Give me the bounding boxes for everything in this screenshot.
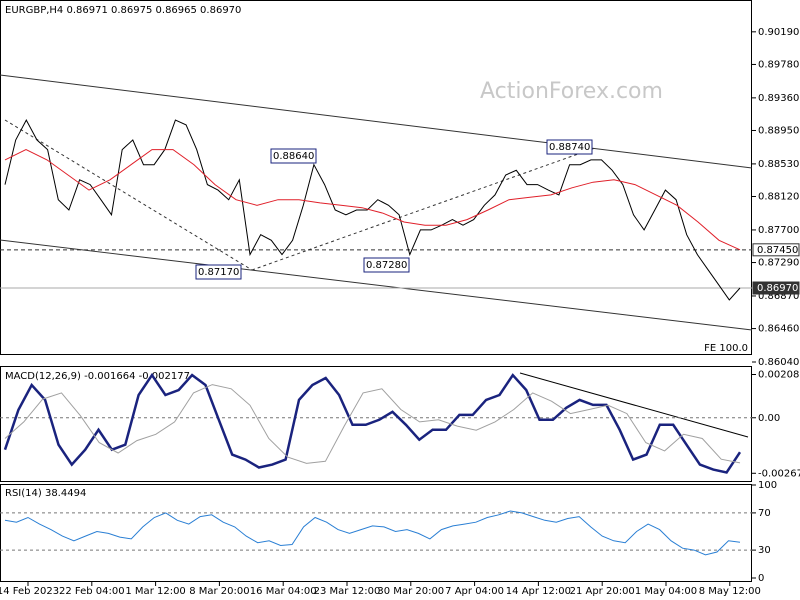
watermark: ActionForex.com bbox=[480, 79, 663, 104]
x-tick-label: 14 Feb 2023 bbox=[0, 586, 59, 597]
x-tick-label: 22 Feb 04:00 bbox=[59, 586, 125, 597]
x-tick-label: 21 Apr 20:00 bbox=[570, 586, 635, 597]
series-line bbox=[4, 119, 741, 301]
y-tick-label: 0.88950 bbox=[758, 125, 799, 136]
y-tick-label: 0 bbox=[758, 573, 764, 584]
series-line bbox=[4, 510, 741, 556]
y-tick-label: -0.002679 bbox=[758, 468, 800, 479]
y-tick-label: 0.87290 bbox=[758, 258, 799, 269]
price-level-box bbox=[752, 281, 800, 295]
x-tick-label: 1 May 04:00 bbox=[635, 586, 697, 597]
y-tick-label: 0.89360 bbox=[758, 93, 799, 104]
y-tick-label: 70 bbox=[758, 508, 771, 519]
annotation-box bbox=[546, 139, 593, 155]
annotation-box bbox=[363, 257, 410, 273]
price-level-box bbox=[752, 243, 800, 257]
channel-lower bbox=[0, 239, 753, 331]
y-tick-label: 100 bbox=[758, 480, 777, 491]
annotation: 0.87170 bbox=[198, 267, 239, 278]
y-tick-label: 0.90190 bbox=[758, 27, 799, 38]
series-line bbox=[3, 372, 742, 474]
y-tick-label: 0.89780 bbox=[758, 59, 799, 70]
y-tick-label: 0.002088 bbox=[758, 370, 800, 381]
x-tick-label: 7 Apr 04:00 bbox=[445, 586, 504, 597]
annotation-box bbox=[195, 264, 242, 280]
series-line bbox=[4, 149, 741, 251]
macd-panel bbox=[0, 366, 752, 482]
footer: FE 100.0 bbox=[704, 343, 748, 354]
x-tick-label: 14 Apr 12:00 bbox=[506, 586, 571, 597]
y-tick-label: 0.00 bbox=[758, 413, 780, 424]
annotation: 0.88740 bbox=[549, 142, 590, 153]
channel-upper bbox=[0, 74, 753, 169]
rsi-panel bbox=[0, 484, 752, 582]
y-tick-label: 0.87700 bbox=[758, 225, 799, 236]
y-tick-label: 0.86870 bbox=[758, 291, 799, 302]
price-level-label: 0.87450 bbox=[757, 245, 798, 256]
fib-line bbox=[4, 119, 253, 271]
price-panel bbox=[0, 0, 752, 355]
y-tick-label: 0.88120 bbox=[758, 192, 799, 203]
annotation: 0.88640 bbox=[273, 151, 314, 162]
macd-title: MACD(12,26,9) -0.001664 -0.002177 bbox=[5, 371, 190, 382]
x-tick-label: 16 Mar 04:00 bbox=[250, 586, 317, 597]
price-level-label: 0.86970 bbox=[757, 283, 798, 294]
x-tick-label: 8 May 12:00 bbox=[699, 586, 761, 597]
price-title: EURGBP,H4 0.86971 0.86975 0.86965 0.8697… bbox=[5, 5, 241, 16]
y-tick-label: 30 bbox=[758, 545, 771, 556]
series-line bbox=[4, 384, 741, 464]
rsi-title: RSI(14) 38.4494 bbox=[5, 488, 86, 499]
fib-line bbox=[251, 147, 596, 271]
x-tick-label: 1 Mar 12:00 bbox=[125, 586, 185, 597]
annotation: 0.87280 bbox=[366, 260, 407, 271]
y-tick-label: 0.86040 bbox=[758, 357, 799, 368]
y-tick-label: 0.86460 bbox=[758, 324, 799, 335]
y-tick-label: 0.88530 bbox=[758, 159, 799, 170]
macd-trendline bbox=[519, 372, 749, 438]
x-tick-label: 30 Mar 20:00 bbox=[377, 586, 444, 597]
annotation-box bbox=[270, 148, 317, 164]
x-tick-label: 8 Mar 20:00 bbox=[189, 586, 249, 597]
x-tick-label: 23 Mar 12:00 bbox=[314, 586, 381, 597]
